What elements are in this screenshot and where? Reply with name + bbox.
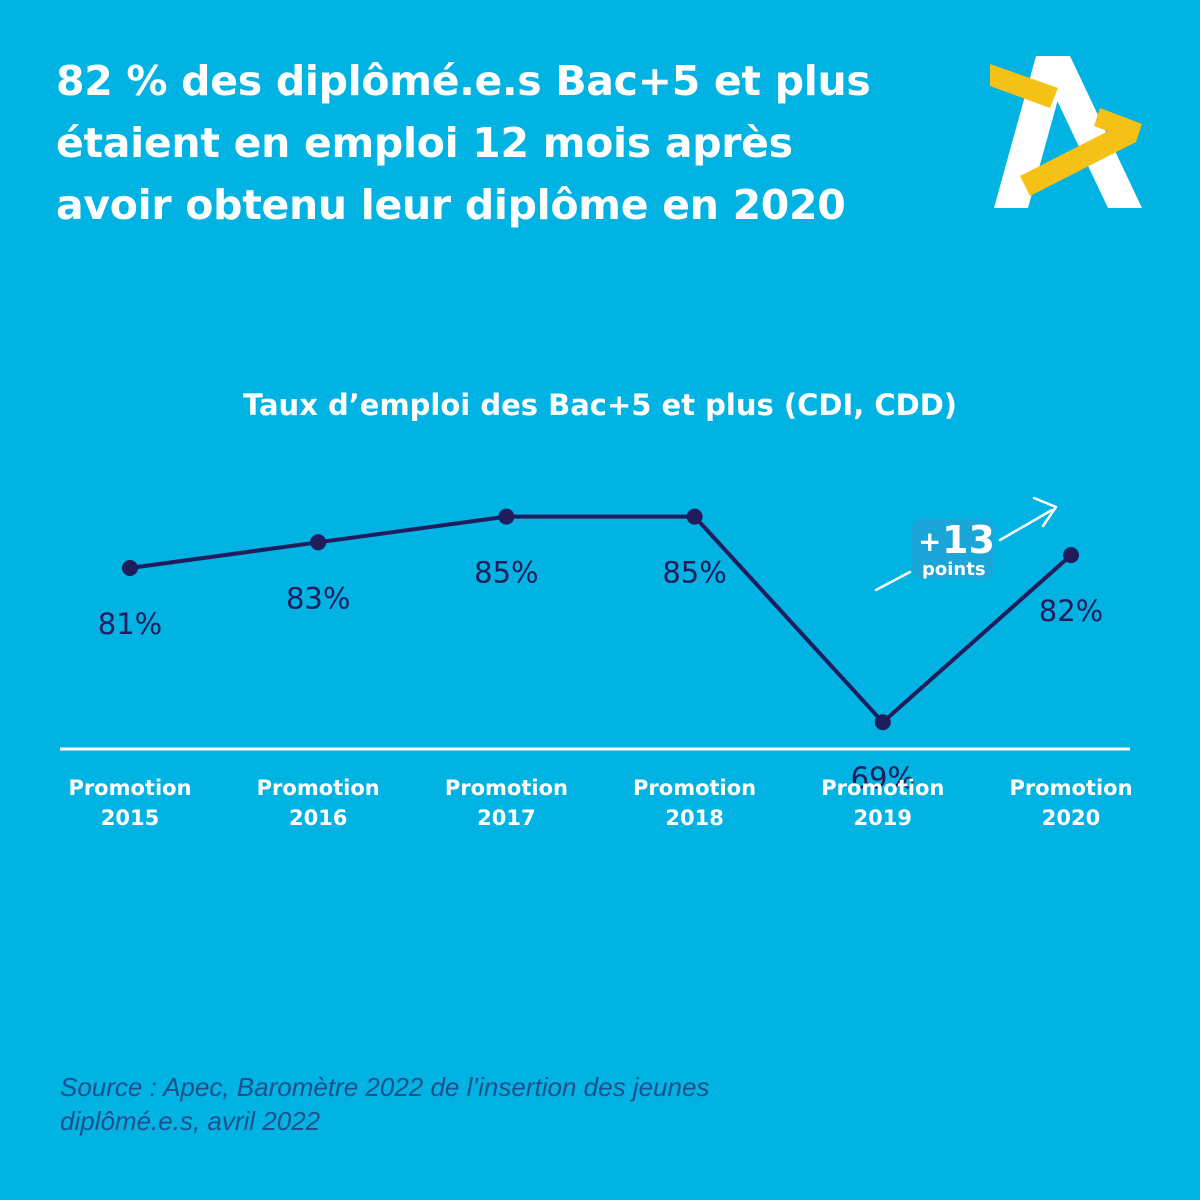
data-point bbox=[686, 508, 703, 525]
headline-line-1: 82 % des diplômé.e.s Bac+5 et plus bbox=[56, 57, 871, 105]
series-line bbox=[129, 514, 1073, 725]
x-tick-label: 2019 bbox=[854, 806, 912, 830]
value-label: 81% bbox=[98, 607, 162, 641]
x-tick-label: 2015 bbox=[101, 806, 159, 830]
arrow-head bbox=[1032, 496, 1058, 528]
source-line-2: diplômé.e.s, avril 2022 bbox=[60, 1106, 321, 1136]
source-note: Source : Apec, Baromètre 2022 de l’inser… bbox=[60, 1070, 1060, 1138]
annotation-badge bbox=[912, 519, 994, 579]
x-tick-label: Promotion bbox=[633, 776, 756, 800]
annotation-tail-lower bbox=[874, 570, 912, 592]
value-labels: 81% 83% 85% 85% 69% 82% bbox=[98, 556, 1103, 796]
tick-labels: Promotion 2015 Promotion 2016 Promotion 2017 P… bbox=[68, 776, 1132, 830]
value-label: 85% bbox=[662, 556, 726, 590]
value-label: 83% bbox=[286, 581, 350, 615]
data-point bbox=[122, 560, 138, 576]
value-label: 82% bbox=[1039, 594, 1103, 628]
headline-line-2: étaient en emploi 12 mois après bbox=[56, 119, 793, 167]
apec-logo-icon bbox=[990, 56, 1142, 208]
growth-annotation: + 13 points bbox=[874, 496, 1058, 592]
x-tick-label: 2016 bbox=[289, 806, 347, 830]
source-line-1: Source : Apec, Baromètre 2022 de l’inser… bbox=[60, 1072, 710, 1102]
headline: 82 % des diplômé.e.s Bac+5 et plus étaie… bbox=[56, 50, 976, 236]
x-tick-label: 2018 bbox=[665, 806, 723, 830]
x-tick-label: 2020 bbox=[1042, 806, 1100, 830]
value-label: 85% bbox=[474, 556, 538, 590]
x-tick-label: Promotion bbox=[257, 776, 380, 800]
x-tick-label: Promotion bbox=[445, 776, 568, 800]
x-tick-label: Promotion bbox=[1009, 776, 1132, 800]
data-point bbox=[498, 508, 515, 525]
data-point bbox=[1063, 547, 1079, 564]
chart-title: Taux d’emploi des Bac+5 et plus (CDI, CD… bbox=[242, 388, 958, 422]
headline-line-3: avoir obtenu leur diplôme en 2020 bbox=[56, 181, 846, 229]
arrow-up-right-icon bbox=[998, 508, 1054, 542]
data-points bbox=[122, 508, 1079, 731]
annotation-unit: points bbox=[922, 559, 986, 580]
annotation-value: 13 bbox=[942, 518, 995, 562]
annotation-prefix: + bbox=[918, 525, 941, 558]
x-tick-label: 2017 bbox=[477, 806, 535, 830]
x-tick-label: Promotion bbox=[821, 776, 944, 800]
data-point bbox=[310, 534, 327, 551]
value-label: 69% bbox=[851, 761, 915, 795]
x-tick-label: Promotion bbox=[68, 776, 191, 800]
data-point bbox=[874, 714, 891, 731]
